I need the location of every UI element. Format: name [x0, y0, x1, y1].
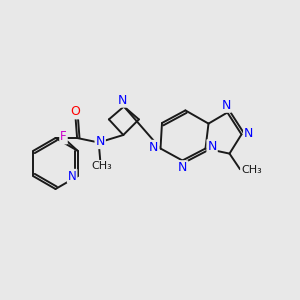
Text: N: N — [178, 161, 188, 174]
Text: O: O — [71, 105, 80, 119]
Text: CH₃: CH₃ — [241, 165, 262, 176]
Text: N: N — [149, 141, 159, 154]
Text: N: N — [221, 99, 231, 112]
Text: CH₃: CH₃ — [91, 161, 112, 171]
Text: N: N — [244, 127, 254, 140]
Text: N: N — [68, 170, 76, 183]
Text: N: N — [207, 140, 217, 153]
Text: F: F — [60, 130, 67, 143]
Text: N: N — [118, 94, 128, 107]
Text: N: N — [95, 135, 105, 148]
